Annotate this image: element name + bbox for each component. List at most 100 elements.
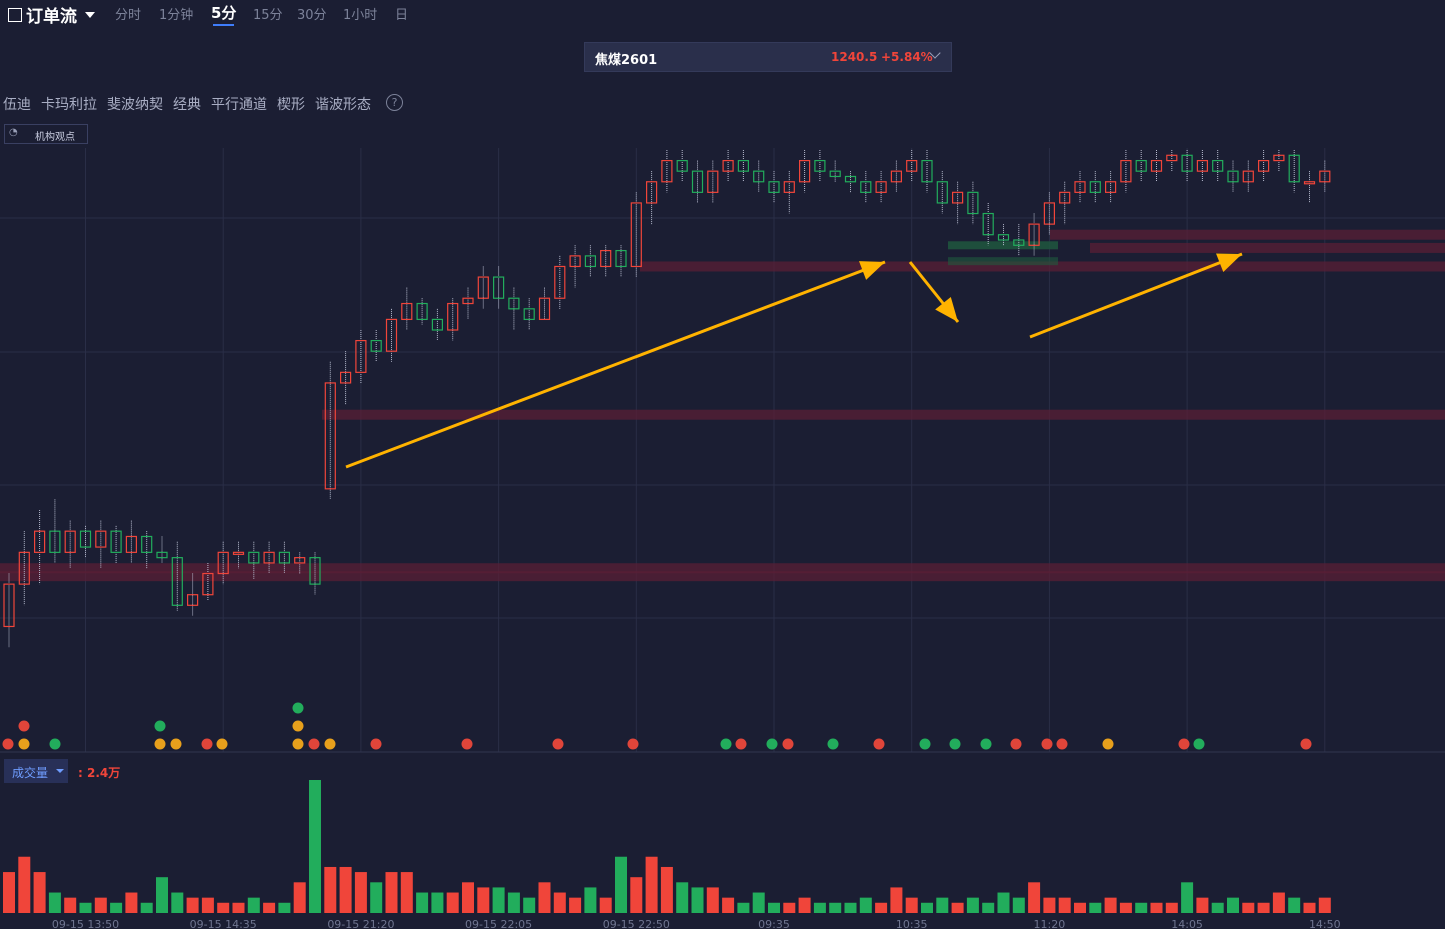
symbol-change: +5.84%	[881, 50, 933, 64]
volume-bar	[1165, 902, 1178, 913]
candle-body	[523, 308, 535, 321]
tool-harmonic[interactable]: 谐波形态	[315, 97, 371, 113]
volume-bar	[1012, 897, 1025, 913]
volume-bar	[1257, 902, 1270, 913]
candle-body	[294, 557, 306, 564]
volume-bar	[951, 902, 964, 913]
volume-bar	[1135, 902, 1148, 913]
volume-bar	[936, 897, 949, 913]
volume-bar	[324, 866, 337, 913]
signal-marker	[1300, 738, 1312, 750]
candle-body	[645, 181, 658, 204]
volume-bar	[1181, 882, 1194, 913]
volume-bar	[1242, 902, 1255, 913]
app-title-label: 订单流	[26, 7, 77, 27]
signal-marker	[980, 738, 992, 750]
candle-body	[615, 249, 627, 268]
candle-body	[64, 530, 76, 553]
candle-body	[630, 202, 642, 268]
candle-body	[1288, 154, 1300, 183]
volume-bar	[309, 780, 321, 913]
tab-timeframe-30m[interactable]: 30分	[297, 8, 327, 23]
volume-bar	[446, 892, 459, 913]
candle-body	[309, 557, 321, 585]
tab-timeframe-day[interactable]: 日	[395, 8, 409, 23]
signal-marker	[1010, 738, 1022, 750]
candle-body	[477, 276, 489, 299]
candle-body	[554, 265, 566, 299]
candle-body	[1104, 181, 1117, 193]
volume-bar	[553, 892, 566, 913]
candle-body	[416, 302, 428, 321]
signal-marker	[170, 738, 182, 750]
volume-bar	[1288, 897, 1301, 913]
signal-marker	[1041, 738, 1053, 750]
candle-body	[1028, 223, 1040, 246]
signal-marker	[201, 738, 213, 750]
tab-timeframe-15m[interactable]: 15分	[253, 8, 283, 23]
tab-timeframe-1h[interactable]: 1小时	[343, 8, 378, 23]
candle-body	[401, 302, 413, 321]
candle-body	[844, 175, 857, 183]
tab-timeframe-1m[interactable]: 1分钟	[159, 8, 194, 23]
help-icon[interactable]: ?	[386, 94, 403, 111]
volume-bar	[416, 892, 429, 913]
x-tick-label: 09-15 13:50	[52, 918, 119, 929]
candle-body	[814, 159, 826, 172]
tool-parallel-channel[interactable]: 平行通道	[211, 97, 267, 113]
chevron-down-icon	[56, 769, 64, 773]
trend-arrow	[1029, 252, 1243, 339]
candle-body	[661, 159, 673, 183]
tab-timeframe-5m[interactable]: 5分	[211, 4, 237, 26]
candle-body	[508, 297, 520, 310]
tool-fibonacci[interactable]: 斐波纳契	[107, 97, 163, 113]
candle-body	[33, 530, 46, 553]
volume-bar	[217, 902, 230, 913]
volume-bar	[462, 882, 474, 913]
candle-body	[982, 212, 994, 236]
candle-body	[1257, 159, 1270, 172]
volume-indicator-select[interactable]: 成交量	[4, 759, 68, 783]
candle-body	[676, 159, 688, 172]
app-title[interactable]: 订单流	[8, 2, 95, 27]
candle-body	[431, 318, 443, 331]
volume-bar	[1104, 897, 1117, 913]
signal-marker	[720, 738, 732, 750]
x-tick-label: 09-15 14:35	[190, 918, 257, 929]
candle-body	[600, 249, 612, 268]
volume-bar	[1119, 902, 1132, 913]
signal-marker	[735, 738, 747, 750]
symbol-selector[interactable]: 焦煤2601 1240.5 +5.84%	[584, 42, 952, 72]
volume-bar	[645, 856, 658, 913]
candle-body	[171, 557, 183, 606]
volume-bar	[140, 902, 153, 913]
tab-timeframe-fenshi[interactable]: 分时	[115, 8, 142, 23]
price-zone	[0, 563, 1445, 574]
institution-view-button[interactable]: ◔ 机构观点	[4, 124, 88, 144]
tool-camarilla[interactable]: 卡玛利拉	[41, 97, 97, 113]
candle-body	[890, 170, 903, 183]
tool-wedge[interactable]: 楔形	[277, 97, 305, 113]
volume-bar	[125, 892, 138, 913]
volume-bar	[599, 897, 612, 913]
chevron-down-icon[interactable]	[85, 11, 95, 18]
x-tick-label: 11:20	[1034, 918, 1066, 929]
volume-bar	[171, 892, 184, 913]
volume-bar	[1028, 882, 1041, 913]
signal-marker	[292, 738, 304, 750]
volume-bar	[660, 866, 673, 913]
volume-bar	[477, 887, 490, 913]
tool-classic[interactable]: 经典	[173, 97, 201, 113]
volume-bar	[722, 897, 735, 913]
volume-bar	[1272, 892, 1285, 913]
candle-body	[18, 551, 30, 585]
tool-woodie[interactable]: 伍迪	[3, 97, 31, 113]
signal-marker	[461, 738, 473, 750]
candle-body	[248, 551, 260, 564]
symbol-name: 焦煤2601	[595, 53, 658, 68]
candle-body	[232, 551, 245, 555]
volume-value: : 2.4万	[78, 766, 121, 780]
candle-body	[79, 530, 92, 548]
candle-body	[997, 234, 1010, 241]
